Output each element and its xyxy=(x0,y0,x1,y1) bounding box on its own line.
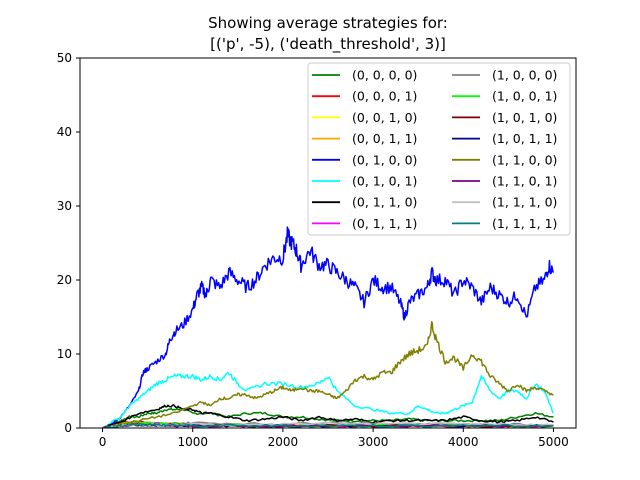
y-tick-label: 20 xyxy=(57,273,72,287)
series-line xyxy=(102,404,554,428)
y-tick-label: 40 xyxy=(57,125,72,139)
chart-title-line-1: Showing average strategies for: xyxy=(208,14,448,32)
legend-entry-label: (0, 1, 0, 1) xyxy=(352,174,417,189)
legend-entry-label: (1, 1, 0, 0) xyxy=(492,152,557,167)
series-line xyxy=(102,423,554,428)
chart-title: Showing average strategies for: [('p', -… xyxy=(208,14,448,54)
legend-entry-label: (0, 1, 1, 1) xyxy=(352,216,417,231)
y-tick-label: 10 xyxy=(57,347,72,361)
legend-entry-label: (0, 0, 0, 1) xyxy=(352,89,417,104)
x-tick-label: 3000 xyxy=(358,435,389,449)
x-tick-label: 5000 xyxy=(538,435,569,449)
legend-entry-label: (0, 0, 1, 1) xyxy=(352,131,417,146)
legend-entry-label: (1, 0, 1, 1) xyxy=(492,131,557,146)
series-line xyxy=(102,321,554,428)
legend: (0, 0, 0, 0) (0, 0, 0, 1) (0, 0, 1, 0) (0, … xyxy=(307,62,571,236)
y-tick-label: 30 xyxy=(57,199,72,213)
x-tick-label: 0 xyxy=(99,435,107,449)
legend-entry-label: (1, 0, 0, 0) xyxy=(492,68,557,83)
x-tick-label: 1000 xyxy=(177,435,208,449)
legend-box xyxy=(307,62,571,236)
legend-entry-label: (0, 1, 0, 0) xyxy=(352,152,417,167)
plot-frame xyxy=(79,57,577,429)
legend-entry-label: (0, 1, 1, 0) xyxy=(352,195,417,210)
x-tick-label: 4000 xyxy=(448,435,479,449)
legend-entry-label: (1, 1, 0, 1) xyxy=(492,174,557,189)
x-tick-label: 2000 xyxy=(268,435,299,449)
series-lines xyxy=(102,226,555,428)
legend-entry-label: (1, 0, 0, 1) xyxy=(492,89,557,104)
y-tick-label: 0 xyxy=(64,421,72,435)
series-line xyxy=(102,226,555,428)
legend-entry-label: (0, 0, 1, 0) xyxy=(352,110,417,125)
legend-entry-label: (1, 0, 1, 0) xyxy=(492,110,557,125)
legend-entry-label: (0, 0, 0, 0) xyxy=(352,68,417,83)
legend-entry-label: (1, 1, 1, 1) xyxy=(492,216,557,231)
chart-title-line-2: [('p', -5), ('death_threshold', 3)] xyxy=(210,35,446,54)
axes: 0 1000 2000 3000 4000 5000 0 10 20 30 40 50 xyxy=(57,51,569,449)
legend-entry-label: (1, 1, 1, 0) xyxy=(492,195,557,210)
y-tick-label: 50 xyxy=(57,51,72,65)
series-line xyxy=(102,371,555,428)
